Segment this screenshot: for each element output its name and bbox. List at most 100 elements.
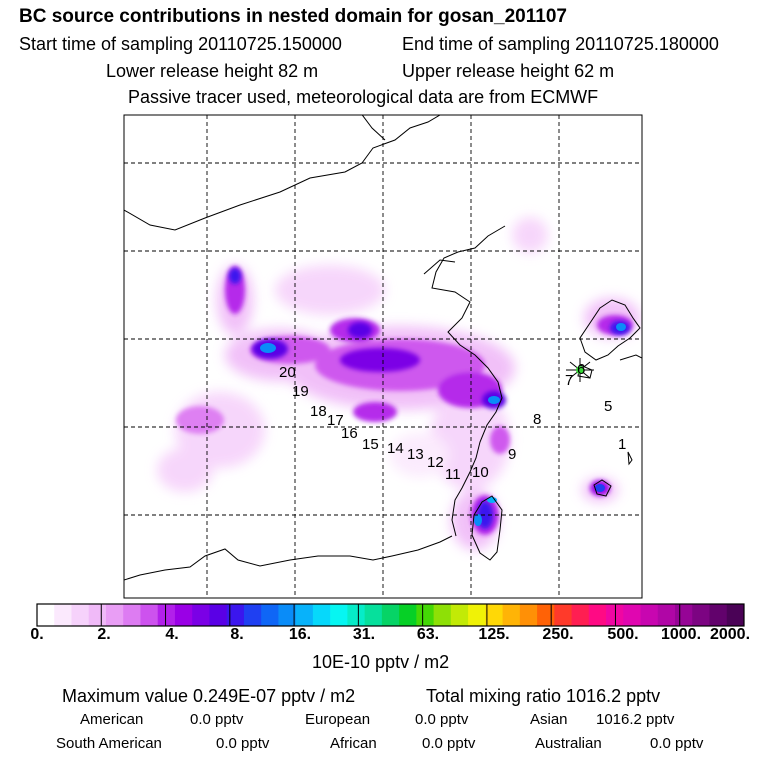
colorbar-cell	[105, 604, 124, 626]
african-value: 0.0 pptv	[422, 735, 476, 752]
colorbar-cell	[502, 604, 521, 626]
trajectory-label: 13	[407, 446, 424, 463]
colorbar-unit-label: 10E-10 pptv / m2	[312, 652, 450, 672]
australian-value: 0.0 pptv	[650, 735, 704, 752]
colorbar-cell	[623, 604, 641, 626]
colorbar-cell	[347, 604, 366, 626]
trajectory-label: 19	[292, 383, 309, 400]
asian-label: Asian	[530, 711, 568, 728]
south-american-value: 0.0 pptv	[216, 735, 270, 752]
colorbar-cell	[71, 604, 90, 626]
model-note: Passive tracer used, meteorological data…	[128, 87, 599, 107]
trajectory-label: 15	[362, 436, 379, 453]
trajectory-label: 9	[508, 446, 516, 463]
colorbar-cell	[278, 604, 297, 626]
colorbar-tick: 2000.	[709, 626, 751, 643]
colorbar-cell	[571, 604, 590, 626]
colorbar-cell	[554, 604, 572, 626]
colorbar-cell	[140, 604, 159, 626]
trajectory-label: 20	[279, 364, 296, 381]
colorbar-cell	[226, 604, 245, 626]
trajectory-label: 14	[387, 440, 404, 457]
trajectory-labels: 1 5 7 6 8 9 10 11 12 13 14 15 16 17 18 1…	[279, 361, 626, 483]
colorbar-tick: 63.	[416, 626, 440, 643]
trajectory-label: 10	[472, 464, 489, 481]
colorbar-cell	[399, 604, 417, 626]
colorbar-cell	[37, 604, 55, 626]
colorbar	[37, 604, 745, 626]
map-frame	[123, 114, 643, 599]
colorbar-cell	[243, 604, 262, 626]
colorbar-cell	[657, 604, 676, 626]
colorbar-cell	[157, 604, 176, 626]
colorbar-tick: 4.	[165, 626, 179, 643]
colorbar-cell	[606, 604, 624, 626]
coastlines	[124, 115, 642, 581]
colorbar-tick: 16.	[288, 626, 312, 643]
colorbar-cell	[54, 604, 72, 626]
colorbar-frame	[36, 603, 745, 627]
trajectory-label: 7	[565, 372, 573, 389]
trajectory-label: 16	[341, 425, 358, 442]
colorbar-cell	[468, 604, 486, 626]
colorbar-tick: 500.	[607, 626, 639, 643]
colorbar-tick: 0.	[30, 626, 44, 643]
trajectory-label: 1	[618, 436, 626, 453]
colorbar-tick: 2.	[97, 626, 111, 643]
start-time-label: Start time of sampling 20110725.150000	[19, 34, 342, 54]
colorbar-tick: 1000.	[660, 626, 702, 643]
colorbar-cell	[537, 604, 555, 626]
colorbar-cell	[450, 604, 469, 626]
trajectory-label: 11	[445, 466, 461, 483]
asian-value: 1016.2 pptv	[596, 711, 675, 728]
african-label: African	[330, 735, 377, 752]
trajectory-label: 8	[533, 411, 541, 428]
colorbar-cell	[519, 604, 538, 626]
colorbar-cell	[192, 604, 210, 626]
colorbar-cell	[123, 604, 141, 626]
european-value: 0.0 pptv	[415, 711, 469, 728]
south-american-label: South American	[56, 735, 162, 752]
american-value: 0.0 pptv	[190, 711, 244, 728]
colorbar-cell	[726, 604, 745, 626]
chart-title: BC source contributions in nested domain…	[19, 6, 567, 27]
colorbar-tick: 250.	[542, 626, 574, 643]
colorbar-tick: 31.	[352, 626, 376, 643]
european-label: European	[305, 711, 371, 728]
colorbar-cell	[312, 604, 331, 626]
colorbar-cell	[692, 604, 710, 626]
colorbar-cell	[588, 604, 607, 626]
end-time-label: End time of sampling 20110725.180000	[402, 34, 719, 54]
colorbar-cell	[88, 604, 107, 626]
maximum-value-label: Maximum value 0.249E-07 pptv / m2	[62, 686, 356, 706]
lower-release-label: Lower release height 82 m	[106, 61, 319, 81]
trajectory-label: 6	[577, 361, 585, 378]
colorbar-cell	[209, 604, 228, 626]
colorbar-cell	[381, 604, 400, 626]
colorbar-tick: 125.	[478, 626, 510, 643]
colorbar-cell	[675, 604, 693, 626]
american-label: American	[80, 711, 144, 728]
lat-lon-grid	[124, 115, 642, 598]
trajectory-label: 5	[604, 398, 612, 415]
colorbar-cell	[433, 604, 452, 626]
total-mixing-ratio-label: Total mixing ratio 1016.2 pptv	[426, 686, 661, 706]
colorbar-cell	[174, 604, 193, 626]
colorbar-cell	[261, 604, 279, 626]
concentration-field	[157, 217, 640, 550]
colorbar-cell	[709, 604, 728, 626]
upper-release-label: Upper release height 62 m	[402, 61, 615, 81]
colorbar-cell	[295, 604, 314, 626]
trajectory-label: 18	[310, 403, 327, 420]
colorbar-cell	[330, 604, 348, 626]
colorbar-cell	[640, 604, 659, 626]
colorbar-cell	[485, 604, 503, 626]
trajectory-label: 12	[427, 454, 444, 471]
colorbar-cell	[416, 604, 435, 626]
colorbar-cell	[364, 604, 383, 626]
australian-label: Australian	[535, 735, 602, 752]
receptor-marker	[566, 358, 594, 382]
colorbar-tick: 8.	[230, 626, 244, 643]
trajectory-label: 17	[327, 412, 344, 429]
